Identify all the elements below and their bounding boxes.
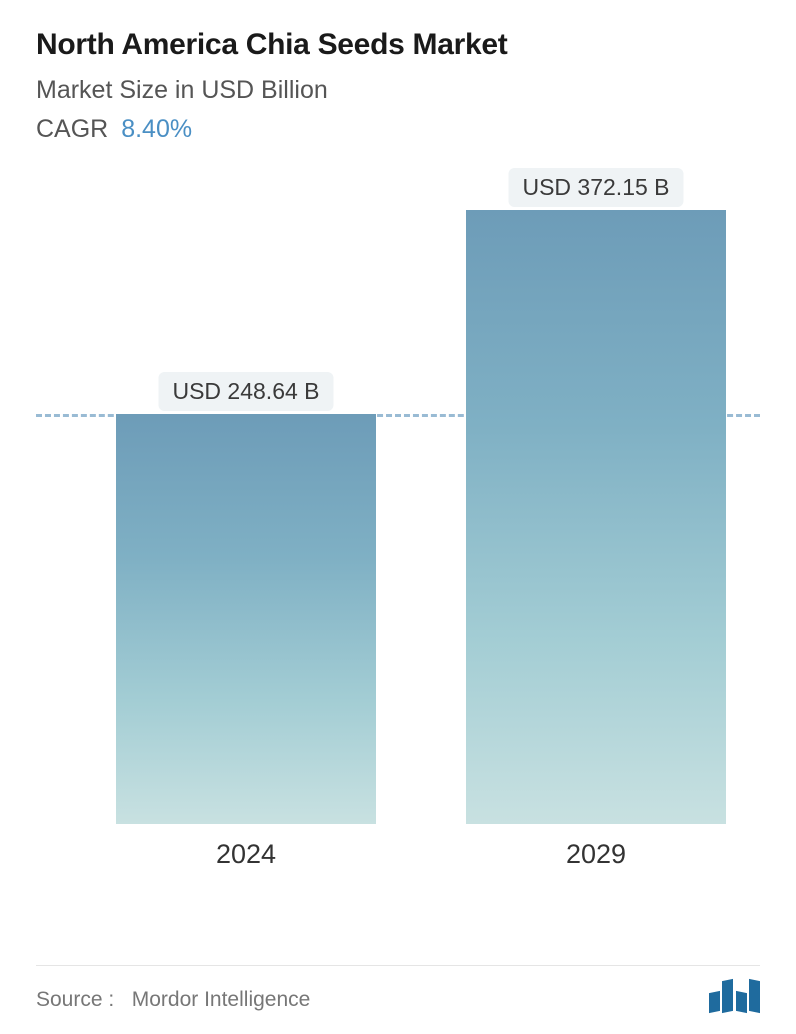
bar-2029 [466, 210, 726, 824]
source-name: Mordor Intelligence [132, 988, 311, 1011]
brand-logo-icon [709, 980, 760, 1012]
source-label: Source : [36, 988, 114, 1011]
logo-bar [722, 979, 733, 1013]
bar-2024 [116, 414, 376, 824]
chart-subtitle: Market Size in USD Billion [36, 76, 760, 105]
logo-bar [736, 991, 747, 1013]
cagr-value: 8.40% [121, 115, 192, 143]
value-badge-2029: USD 372.15 B [508, 168, 683, 207]
cagr-row: CAGR 8.40% [36, 115, 760, 144]
year-label-2029: 2029 [566, 839, 626, 870]
value-badge-2024: USD 248.64 B [158, 372, 333, 411]
footer: Source : Mordor Intelligence [36, 965, 760, 1012]
source-text: Source : Mordor Intelligence [36, 988, 310, 1012]
logo-bar [709, 991, 720, 1013]
chart-title: North America Chia Seeds Market [36, 28, 760, 62]
logo-bar [749, 979, 760, 1013]
chart-area: USD 248.64 B 2024 USD 372.15 B 2029 [36, 164, 760, 884]
cagr-label: CAGR [36, 115, 108, 143]
year-label-2024: 2024 [216, 839, 276, 870]
